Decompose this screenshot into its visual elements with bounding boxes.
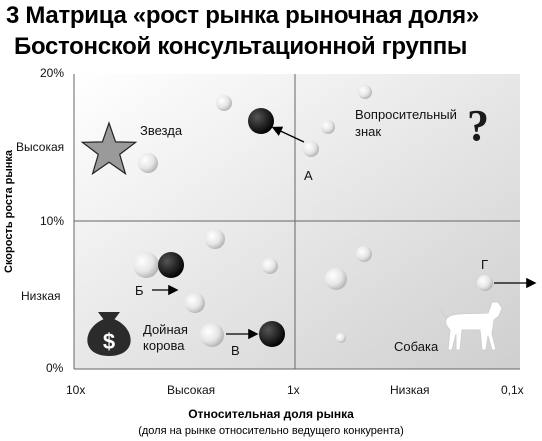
x-level-high: Высокая	[167, 383, 216, 397]
dog-icon	[441, 301, 503, 351]
marker-b: Б	[135, 283, 144, 298]
bubble	[477, 275, 493, 291]
marker-a: А	[304, 168, 313, 183]
bubble	[336, 333, 346, 343]
x-tick-1x: 1x	[287, 383, 300, 397]
title-line-1: 3 Матрица «рост рынка рыночная доля»	[6, 2, 479, 29]
label-cash-cow: Дойная корова	[143, 322, 188, 353]
bubble	[138, 153, 158, 173]
y-tick-0: 0%	[46, 361, 64, 375]
bubble	[356, 246, 372, 262]
y-axis-title: Скорость роста рынка	[3, 150, 15, 273]
x-tick-10x: 10x	[66, 383, 86, 397]
bubble	[185, 293, 205, 313]
light-bubbles	[133, 85, 493, 347]
x-axis-subtitle: (доля на рынке относительно ведущего кон…	[138, 425, 404, 437]
title-line-2: Бостонской консультационной группы	[14, 33, 468, 60]
star-icon	[80, 121, 138, 176]
label-question: Вопросительный знак	[355, 107, 457, 139]
y-tick-20: 20%	[40, 66, 65, 80]
dark-bubble-v	[259, 321, 285, 347]
x-axis-title: Относительная доля рынка	[188, 407, 354, 421]
svg-text:$: $	[103, 329, 115, 354]
x-level-low: Низкая	[390, 383, 430, 397]
y-level-high: Высокая	[16, 140, 65, 154]
question-mark-icon: ?	[467, 101, 489, 150]
y-tick-10: 10%	[40, 214, 65, 228]
bubble	[358, 85, 372, 99]
svg-text:?: ?	[467, 101, 489, 150]
dark-bubble-a	[248, 108, 274, 134]
bubble	[200, 323, 224, 347]
marker-v: В	[231, 343, 240, 358]
bubble	[262, 258, 278, 274]
bubble	[325, 268, 347, 290]
dark-bubble-b	[158, 252, 184, 278]
money-bag-icon: $	[87, 312, 131, 356]
x-tick-01x: 0,1x	[501, 383, 524, 397]
bubble	[321, 120, 335, 134]
arrow-a	[271, 126, 305, 143]
label-star: Звезда	[140, 123, 183, 138]
bubble	[303, 141, 319, 157]
bubble	[216, 95, 232, 111]
bubble	[205, 229, 225, 249]
bubble	[133, 252, 159, 278]
marker-g: Г	[481, 257, 489, 272]
y-level-low: Низкая	[21, 289, 61, 303]
label-dog: Собака	[394, 339, 439, 354]
